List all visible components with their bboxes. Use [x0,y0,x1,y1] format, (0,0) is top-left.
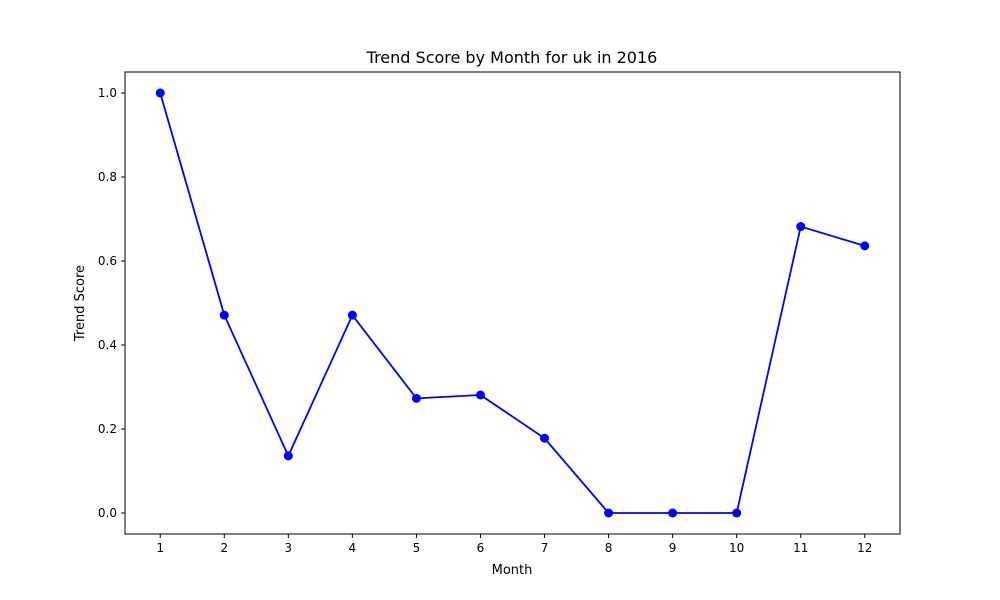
plot-frame [124,71,901,535]
y-tick-label: 0.4 [98,338,117,352]
x-tick-label: 1 [156,541,164,555]
x-tick-label: 5 [413,541,421,555]
x-tick-label: 2 [220,541,228,555]
data-point [604,508,614,518]
y-tick-label: 0.6 [98,254,117,268]
y-tick-label: 0.2 [98,422,117,436]
data-point [732,508,742,518]
x-tick-label: 6 [477,541,485,555]
y-axis-label: Trend Score [73,265,88,342]
x-tick-label: 12 [857,541,872,555]
data-point [411,393,421,403]
data-point [219,310,229,320]
x-tick-label: 11 [793,541,808,555]
data-point [796,222,806,232]
x-tick-label: 8 [605,541,613,555]
chart-title: Trend Score by Month for uk in 2016 [366,48,658,67]
data-point [283,451,293,461]
y-tick-label: 1.0 [98,86,117,100]
data-point [475,390,485,400]
data-point [347,310,357,320]
y-tick-label: 0.0 [98,506,117,520]
plot-area: 0.00.20.40.60.81.0 1 2 3 4 5 6 7 8 9 10 11 12 [98,71,901,555]
x-tick-label: 9 [669,541,677,555]
y-tick-label: 0.8 [98,170,117,184]
x-tick-label: 3 [285,541,293,555]
series-line [159,92,866,514]
x-tick-label: 10 [729,541,744,555]
x-axis-label: Month [492,563,533,578]
data-point [668,508,678,518]
data-point [860,241,870,251]
data-point [155,88,165,98]
data-point [540,433,550,443]
x-tick-label: 7 [541,541,549,555]
series-layer [155,88,870,518]
x-tick-label: 4 [349,541,357,555]
y-axis: 0.0 0.2 0.4 0.6 0.8 1.0 [98,86,125,520]
x-axis: 1 2 3 4 5 6 7 8 9 10 11 12 [156,534,872,555]
